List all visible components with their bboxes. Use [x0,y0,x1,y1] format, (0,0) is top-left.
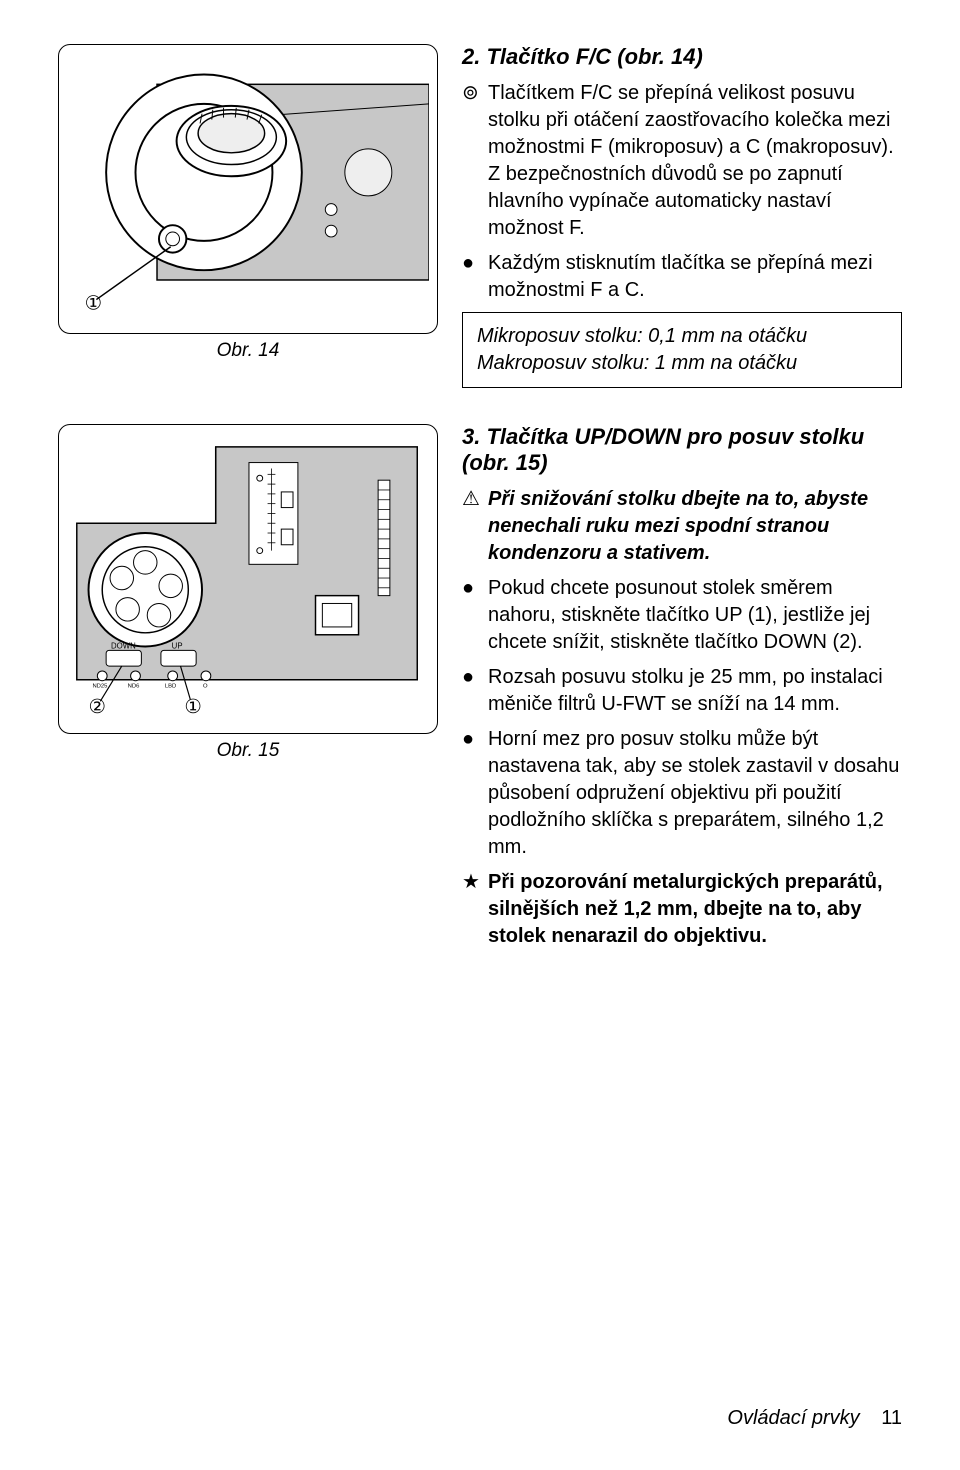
row-fig15: DOWN UP ND25 ND6 LBD O ② ① Obr. 15 3. Tl… [58,424,902,958]
fig14-caption: Obr. 14 [58,340,438,362]
fig15-illustration: DOWN UP ND25 ND6 LBD O ② ① [67,433,429,725]
sec3-p3: Horní mez pro posuv stolku může být nast… [488,726,902,861]
sec3-p2: Rozsah posuvu stolku je 25 mm, po instal… [488,664,902,718]
sec3-item3: ● Horní mez pro posuv stolku může být na… [462,726,902,861]
svg-text:LBD: LBD [165,684,176,690]
sec2-notebox: Mikroposuv stolku: 0,1 mm na otáčku Makr… [462,312,902,388]
star-icon: ★ [462,869,488,950]
svg-text:①: ① [184,697,202,718]
sec3-warn-text: Při snižování stolku dbejte na to, abyst… [488,486,902,567]
sec3-star-text: Při pozorování metalurgických preparátů,… [488,869,902,950]
dot-icon: ● [462,575,488,656]
sec3-title: 3. Tlačítka UP/DOWN pro posuv stolku (ob… [462,424,902,476]
sec3-col: 3. Tlačítka UP/DOWN pro posuv stolku (ob… [462,424,902,958]
dot-icon: ● [462,664,488,718]
svg-text:O: O [203,684,208,690]
fig15-box: DOWN UP ND25 ND6 LBD O ② ① [58,424,438,734]
label-up: UP [172,641,183,650]
sec2-item2: ● Každým stisknutím tlačítka se přepíná … [462,250,902,304]
svg-text:②: ② [89,697,107,718]
svg-text:ND6: ND6 [128,684,140,690]
sec3-item2: ● Rozsah posuvu stolku je 25 mm, po inst… [462,664,902,718]
svg-text:ND25: ND25 [92,684,108,690]
footer-label: Ovládací prvky [727,1407,859,1429]
sec3-p1: Pokud chcete posunout stolek směrem naho… [488,575,902,656]
warn-icon: ⚠ [462,486,488,567]
sec2-title: 2. Tlačítko F/C (obr. 14) [462,44,902,70]
svg-text:①: ① [85,293,103,314]
sec2-col: 2. Tlačítko F/C (obr. 14) ⊚ Tlačítkem F/… [462,44,902,388]
sec3-warn: ⚠ Při snižování stolku dbejte na to, aby… [462,486,902,567]
label-down: DOWN [111,641,136,650]
fig15-caption: Obr. 15 [58,740,438,762]
fig14-box: ① [58,44,438,334]
footer: Ovládací prvky 11 [727,1407,902,1430]
sec3-star: ★ Při pozorování metalurgických preparát… [462,869,902,950]
footer-page: 11 [881,1407,902,1429]
sec2-p2: Každým stisknutím tlačítka se přepíná me… [488,250,902,304]
dot-icon: ● [462,250,488,304]
sec2-item1: ⊚ Tlačítkem F/C se přepíná velikost posu… [462,80,902,242]
row-fig14: ① Obr. 14 2. Tlačítko F/C (obr. 14) ⊚ Tl… [58,44,902,388]
sec2-note2: Makroposuv stolku: 1 mm na otáčku [477,350,887,377]
fig14-illustration: ① [67,53,429,325]
dot-icon: ● [462,726,488,861]
sec2-p1: Tlačítkem F/C se přepíná velikost posuvu… [488,80,902,242]
fig15-col: DOWN UP ND25 ND6 LBD O ② ① Obr. 15 [58,424,438,958]
fig14-col: ① Obr. 14 [58,44,438,388]
sec2-note1: Mikroposuv stolku: 0,1 mm na otáčku [477,323,887,350]
sec3-item1: ● Pokud chcete posunout stolek směrem na… [462,575,902,656]
target-icon: ⊚ [462,80,488,242]
